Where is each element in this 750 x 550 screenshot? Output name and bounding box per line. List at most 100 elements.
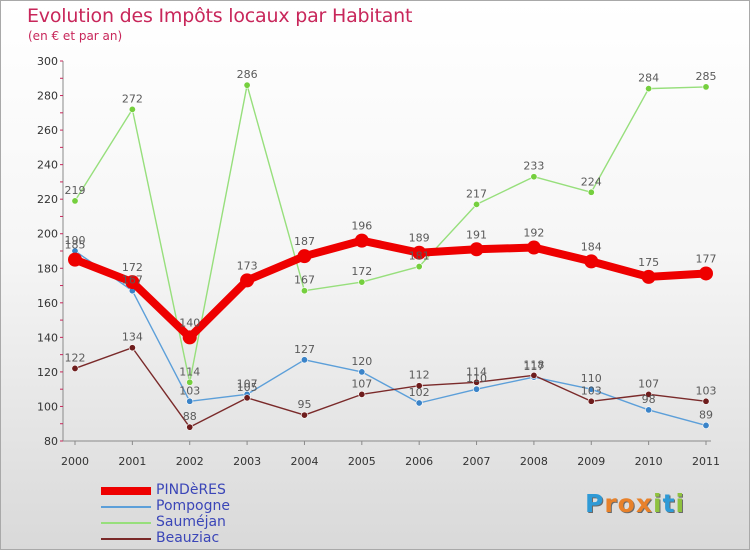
data-label-saumejan: 286 (237, 68, 258, 81)
legend-label-beauziac: Beauziac (156, 530, 220, 546)
x-tick-label: 2000 (61, 455, 89, 468)
x-tick-label: 2002 (176, 455, 204, 468)
y-tick-label: 180 (37, 262, 58, 275)
logo-letter: o (617, 489, 636, 518)
legend-swatch-saumejan (101, 522, 151, 524)
data-point-pinderes (699, 266, 713, 281)
data-label-beauziac: 114 (466, 365, 487, 378)
y-tick-label: 240 (37, 159, 58, 172)
legend-label-pompogne: Pompogne (156, 498, 230, 514)
data-label-saumejan: 224 (581, 175, 602, 188)
data-label-pompogne: 120 (351, 355, 372, 368)
data-point-saumejan (128, 105, 136, 113)
data-point-pompogne (702, 421, 710, 429)
y-tick-label: 220 (37, 193, 58, 206)
data-label-saumejan: 219 (65, 184, 86, 197)
data-point-beauziac (530, 371, 538, 379)
data-point-beauziac (702, 397, 710, 405)
data-point-saumejan (243, 81, 251, 89)
data-label-pompogne: 103 (179, 384, 200, 397)
data-point-pinderes (584, 254, 599, 269)
x-tick-label: 2007 (463, 455, 491, 468)
series-line-beauziac (74, 347, 707, 428)
data-point-saumejan (415, 263, 423, 271)
legend-swatch-pinderes (101, 487, 151, 495)
data-label-pinderes: 175 (638, 256, 659, 269)
data-label-saumejan: 181 (409, 250, 430, 263)
legend-item-pompogne: Pompogne (101, 498, 331, 515)
data-label-pinderes: 184 (581, 240, 602, 253)
logo-letter: t (662, 489, 676, 518)
data-point-pinderes (68, 252, 82, 267)
legend-label-pinderes: PINDèRES (156, 482, 226, 498)
y-tick-label: 140 (37, 331, 58, 344)
data-point-pinderes (469, 242, 484, 257)
data-point-beauziac (243, 394, 251, 402)
data-point-pinderes (412, 245, 427, 260)
data-label-saumejan: 272 (122, 92, 143, 105)
data-label-pinderes: 173 (237, 259, 258, 272)
data-label-pompogne: 110 (581, 372, 602, 385)
y-tick-label: 300 (37, 55, 58, 68)
data-point-beauziac (415, 382, 423, 390)
x-tick-label: 2001 (118, 455, 146, 468)
data-label-pompogne: 102 (409, 386, 430, 399)
data-point-beauziac (71, 364, 79, 372)
data-label-saumejan: 172 (351, 265, 372, 278)
proxiti-logo: Proxiti (585, 489, 685, 518)
logo-letter: P (585, 489, 605, 518)
data-label-beauziac: 112 (409, 369, 430, 382)
data-point-saumejan (587, 188, 595, 196)
data-label-pinderes: 191 (466, 228, 487, 241)
data-label-saumejan: 114 (179, 365, 200, 378)
data-label-pinderes: 172 (122, 261, 143, 274)
data-point-pompogne (300, 356, 308, 364)
data-label-saumejan: 167 (294, 274, 315, 287)
data-label-pinderes: 185 (65, 239, 86, 252)
data-point-saumejan (645, 85, 653, 93)
logo-letter: r (604, 489, 618, 518)
data-point-pompogne (415, 399, 423, 407)
y-tick-label: 160 (37, 297, 58, 310)
data-label-beauziac: 118 (523, 358, 544, 371)
y-tick-label: 200 (37, 228, 58, 241)
data-label-pompogne: 167 (122, 274, 143, 287)
data-label-pompogne: 117 (523, 360, 544, 373)
data-point-pinderes (641, 269, 656, 284)
data-label-pinderes: 189 (409, 232, 430, 245)
data-point-beauziac (473, 378, 481, 386)
data-label-pinderes: 177 (696, 252, 717, 265)
series-line-pompogne (74, 250, 707, 427)
data-point-pompogne (473, 385, 481, 393)
y-tick-label: 280 (37, 90, 58, 103)
logo-letter: i (653, 489, 663, 518)
data-point-beauziac (300, 411, 308, 419)
data-point-beauziac (128, 344, 136, 352)
data-point-saumejan (300, 287, 308, 295)
data-label-pompogne: 190 (65, 234, 86, 247)
data-point-saumejan (530, 173, 538, 181)
data-label-pompogne: 107 (237, 377, 258, 390)
data-label-pompogne: 98 (642, 393, 656, 406)
data-point-pinderes (240, 273, 255, 288)
data-point-pinderes (125, 275, 140, 290)
data-point-pinderes (354, 233, 369, 248)
x-tick-label: 2005 (348, 455, 376, 468)
logo-letter: x (635, 489, 653, 518)
data-point-beauziac (645, 390, 653, 398)
legend-swatch-pompogne (101, 506, 151, 508)
data-label-pompogne: 89 (699, 408, 713, 421)
chart-legend: PINDèRES Pompogne Sauméjan Beauziac (101, 482, 331, 547)
chart-subtitle: (en € et par an) (28, 29, 123, 43)
legend-item-pinderes: PINDèRES (101, 482, 331, 499)
x-tick-label: 2004 (290, 455, 318, 468)
data-point-pompogne (587, 385, 595, 393)
data-label-beauziac: 103 (696, 384, 717, 397)
legend-item-saumejan: Sauméjan (101, 514, 331, 531)
chart-title: Evolution des Impôts locaux par Habitant (27, 5, 413, 27)
data-label-beauziac: 107 (638, 377, 659, 390)
data-label-beauziac: 122 (65, 351, 86, 364)
data-point-saumejan (186, 378, 194, 386)
data-label-pinderes: 192 (523, 227, 544, 240)
